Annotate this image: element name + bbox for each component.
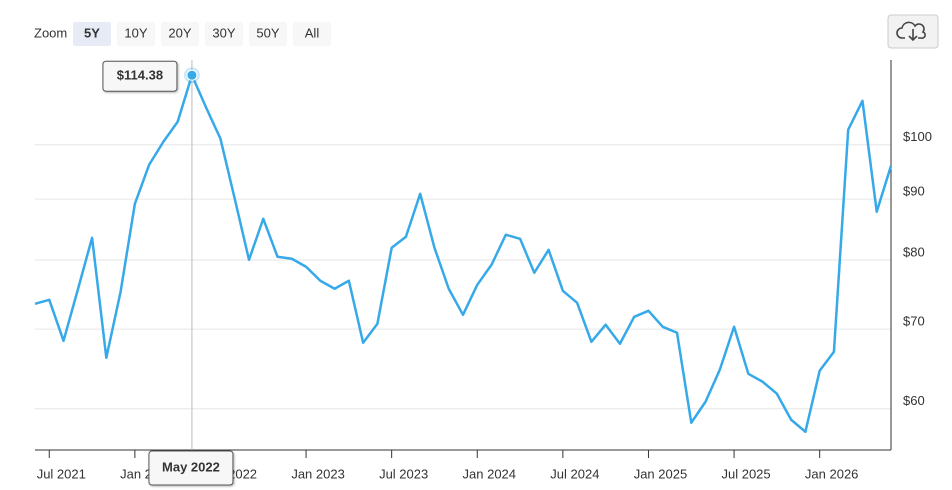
- zoom-button-label[interactable]: 5Y: [84, 25, 100, 40]
- y-tick-label: $100: [903, 129, 932, 144]
- zoom-button[interactable]: [205, 22, 243, 46]
- x-tooltip-box: [148, 450, 234, 486]
- y-tick-label: $80: [903, 244, 925, 259]
- zoom-button[interactable]: [293, 22, 331, 46]
- x-tooltip-label: May 2022: [162, 459, 220, 474]
- x-tick-label: Jul 2023: [379, 466, 428, 481]
- y-tick-label: $60: [903, 393, 925, 408]
- hover-marker: [186, 69, 198, 81]
- zoom-button-label[interactable]: 20Y: [168, 25, 191, 40]
- x-tick-label: Jan 2024: [463, 466, 517, 481]
- x-tick-label: Jul 2025: [721, 466, 770, 481]
- x-tick-label: Jul 2024: [550, 466, 599, 481]
- zoom-button[interactable]: [117, 22, 155, 46]
- x-tick-label: Jul 2021: [37, 466, 86, 481]
- x-tick-label: Jan 2025: [634, 466, 688, 481]
- zoom-button-label[interactable]: All: [305, 25, 320, 40]
- tooltip-box: [102, 60, 178, 92]
- zoom-label: Zoom: [34, 25, 67, 40]
- zoom-button[interactable]: [249, 22, 287, 46]
- y-tick-label: $90: [903, 184, 925, 199]
- y-tick-label: $70: [903, 314, 925, 329]
- zoom-button-label[interactable]: 30Y: [212, 25, 235, 40]
- zoom-button[interactable]: [73, 22, 111, 46]
- zoom-button-label[interactable]: 10Y: [124, 25, 147, 40]
- x-tick-label: Jan 2023: [291, 466, 345, 481]
- download-icon[interactable]: [896, 21, 926, 42]
- zoom-button-label[interactable]: 50Y: [256, 25, 279, 40]
- price-line: [34, 73, 893, 434]
- zoom-button[interactable]: [161, 22, 199, 46]
- tooltip-value: $114.38: [117, 68, 163, 83]
- x-tick-label: Jan 2026: [805, 466, 859, 481]
